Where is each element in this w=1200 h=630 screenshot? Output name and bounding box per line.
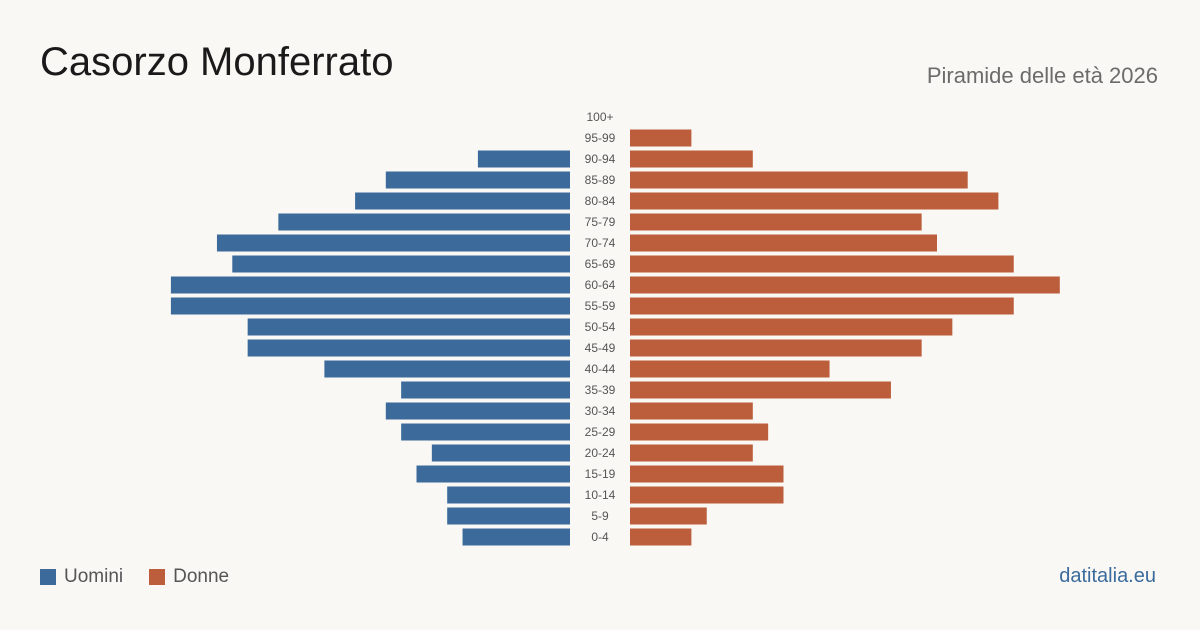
legend-swatch-men [40,569,56,585]
bar-men-45-49 [247,339,570,357]
age-group-label: 30-34 [585,404,616,418]
age-group-label: 5-9 [591,509,609,523]
age-group-label: 25-29 [585,425,616,439]
legend-item-men: Uomini [40,566,123,588]
bar-women-60-64 [630,276,1060,294]
bar-women-85-89 [630,171,968,189]
age-group-label: 80-84 [585,194,616,208]
chart-subtitle: Piramide delle età 2026 [926,63,1158,88]
bar-men-30-34 [385,402,570,420]
age-group-label: 95-99 [585,131,616,145]
bar-men-70-74 [216,234,570,252]
bar-women-75-79 [630,213,922,231]
legend-label-men: Uomini [64,566,124,587]
bar-men-0-4 [462,528,570,546]
bar-women-5-9 [630,507,707,525]
bar-women-90-94 [630,150,753,168]
bar-men-90-94 [477,150,570,168]
bar-women-0-4 [630,528,692,546]
brand-link[interactable]: datitalia.eu [1059,565,1156,587]
bar-men-50-54 [247,318,570,336]
bar-men-80-84 [355,192,570,210]
bar-women-80-84 [630,192,999,210]
bar-men-55-59 [170,297,570,315]
bar-women-95-99 [630,129,692,147]
bar-men-5-9 [447,507,570,525]
bar-women-10-14 [630,486,784,504]
bar-men-20-24 [431,444,570,462]
age-group-label: 70-74 [585,236,616,250]
bar-women-50-54 [630,318,953,336]
bar-women-40-44 [630,360,830,378]
bar-women-20-24 [630,444,753,462]
age-group-label: 10-14 [585,488,616,502]
bar-women-25-29 [630,423,769,441]
age-group-label: 35-39 [585,383,616,397]
bar-women-35-39 [630,381,891,399]
age-group-label: 50-54 [585,320,616,334]
age-group-label: 60-64 [585,278,616,292]
bar-women-55-59 [630,297,1014,315]
legend-label-women: Donne [173,566,230,587]
bar-women-30-34 [630,402,753,420]
bar-men-35-39 [401,381,570,399]
age-group-label: 65-69 [585,257,616,271]
age-group-label: 75-79 [585,215,616,229]
bar-men-25-29 [401,423,570,441]
age-group-label: 55-59 [585,299,616,313]
age-group-label: 45-49 [585,341,616,355]
bar-men-15-19 [416,465,570,483]
age-group-label: 85-89 [585,173,616,187]
age-group-label: 0-4 [591,530,609,544]
chart-legend: Uomini Donne [40,566,255,588]
legend-item-women: Donne [149,566,229,588]
bar-women-65-69 [630,255,1014,273]
bar-men-85-89 [385,171,570,189]
age-group-label: 15-19 [585,467,616,481]
bar-women-70-74 [630,234,937,252]
bar-men-65-69 [232,255,571,273]
bar-men-75-79 [278,213,570,231]
bar-women-15-19 [630,465,784,483]
bar-women-45-49 [630,339,922,357]
age-group-label: 20-24 [585,446,616,460]
bar-men-40-44 [324,360,570,378]
bar-men-60-64 [170,276,570,294]
age-group-label: 40-44 [585,362,616,376]
age-group-label: 100+ [586,110,613,124]
age-group-label: 90-94 [585,152,616,166]
chart-title: Casorzo Monferrato [40,40,394,84]
legend-swatch-women [149,569,166,585]
bar-men-10-14 [447,486,570,504]
